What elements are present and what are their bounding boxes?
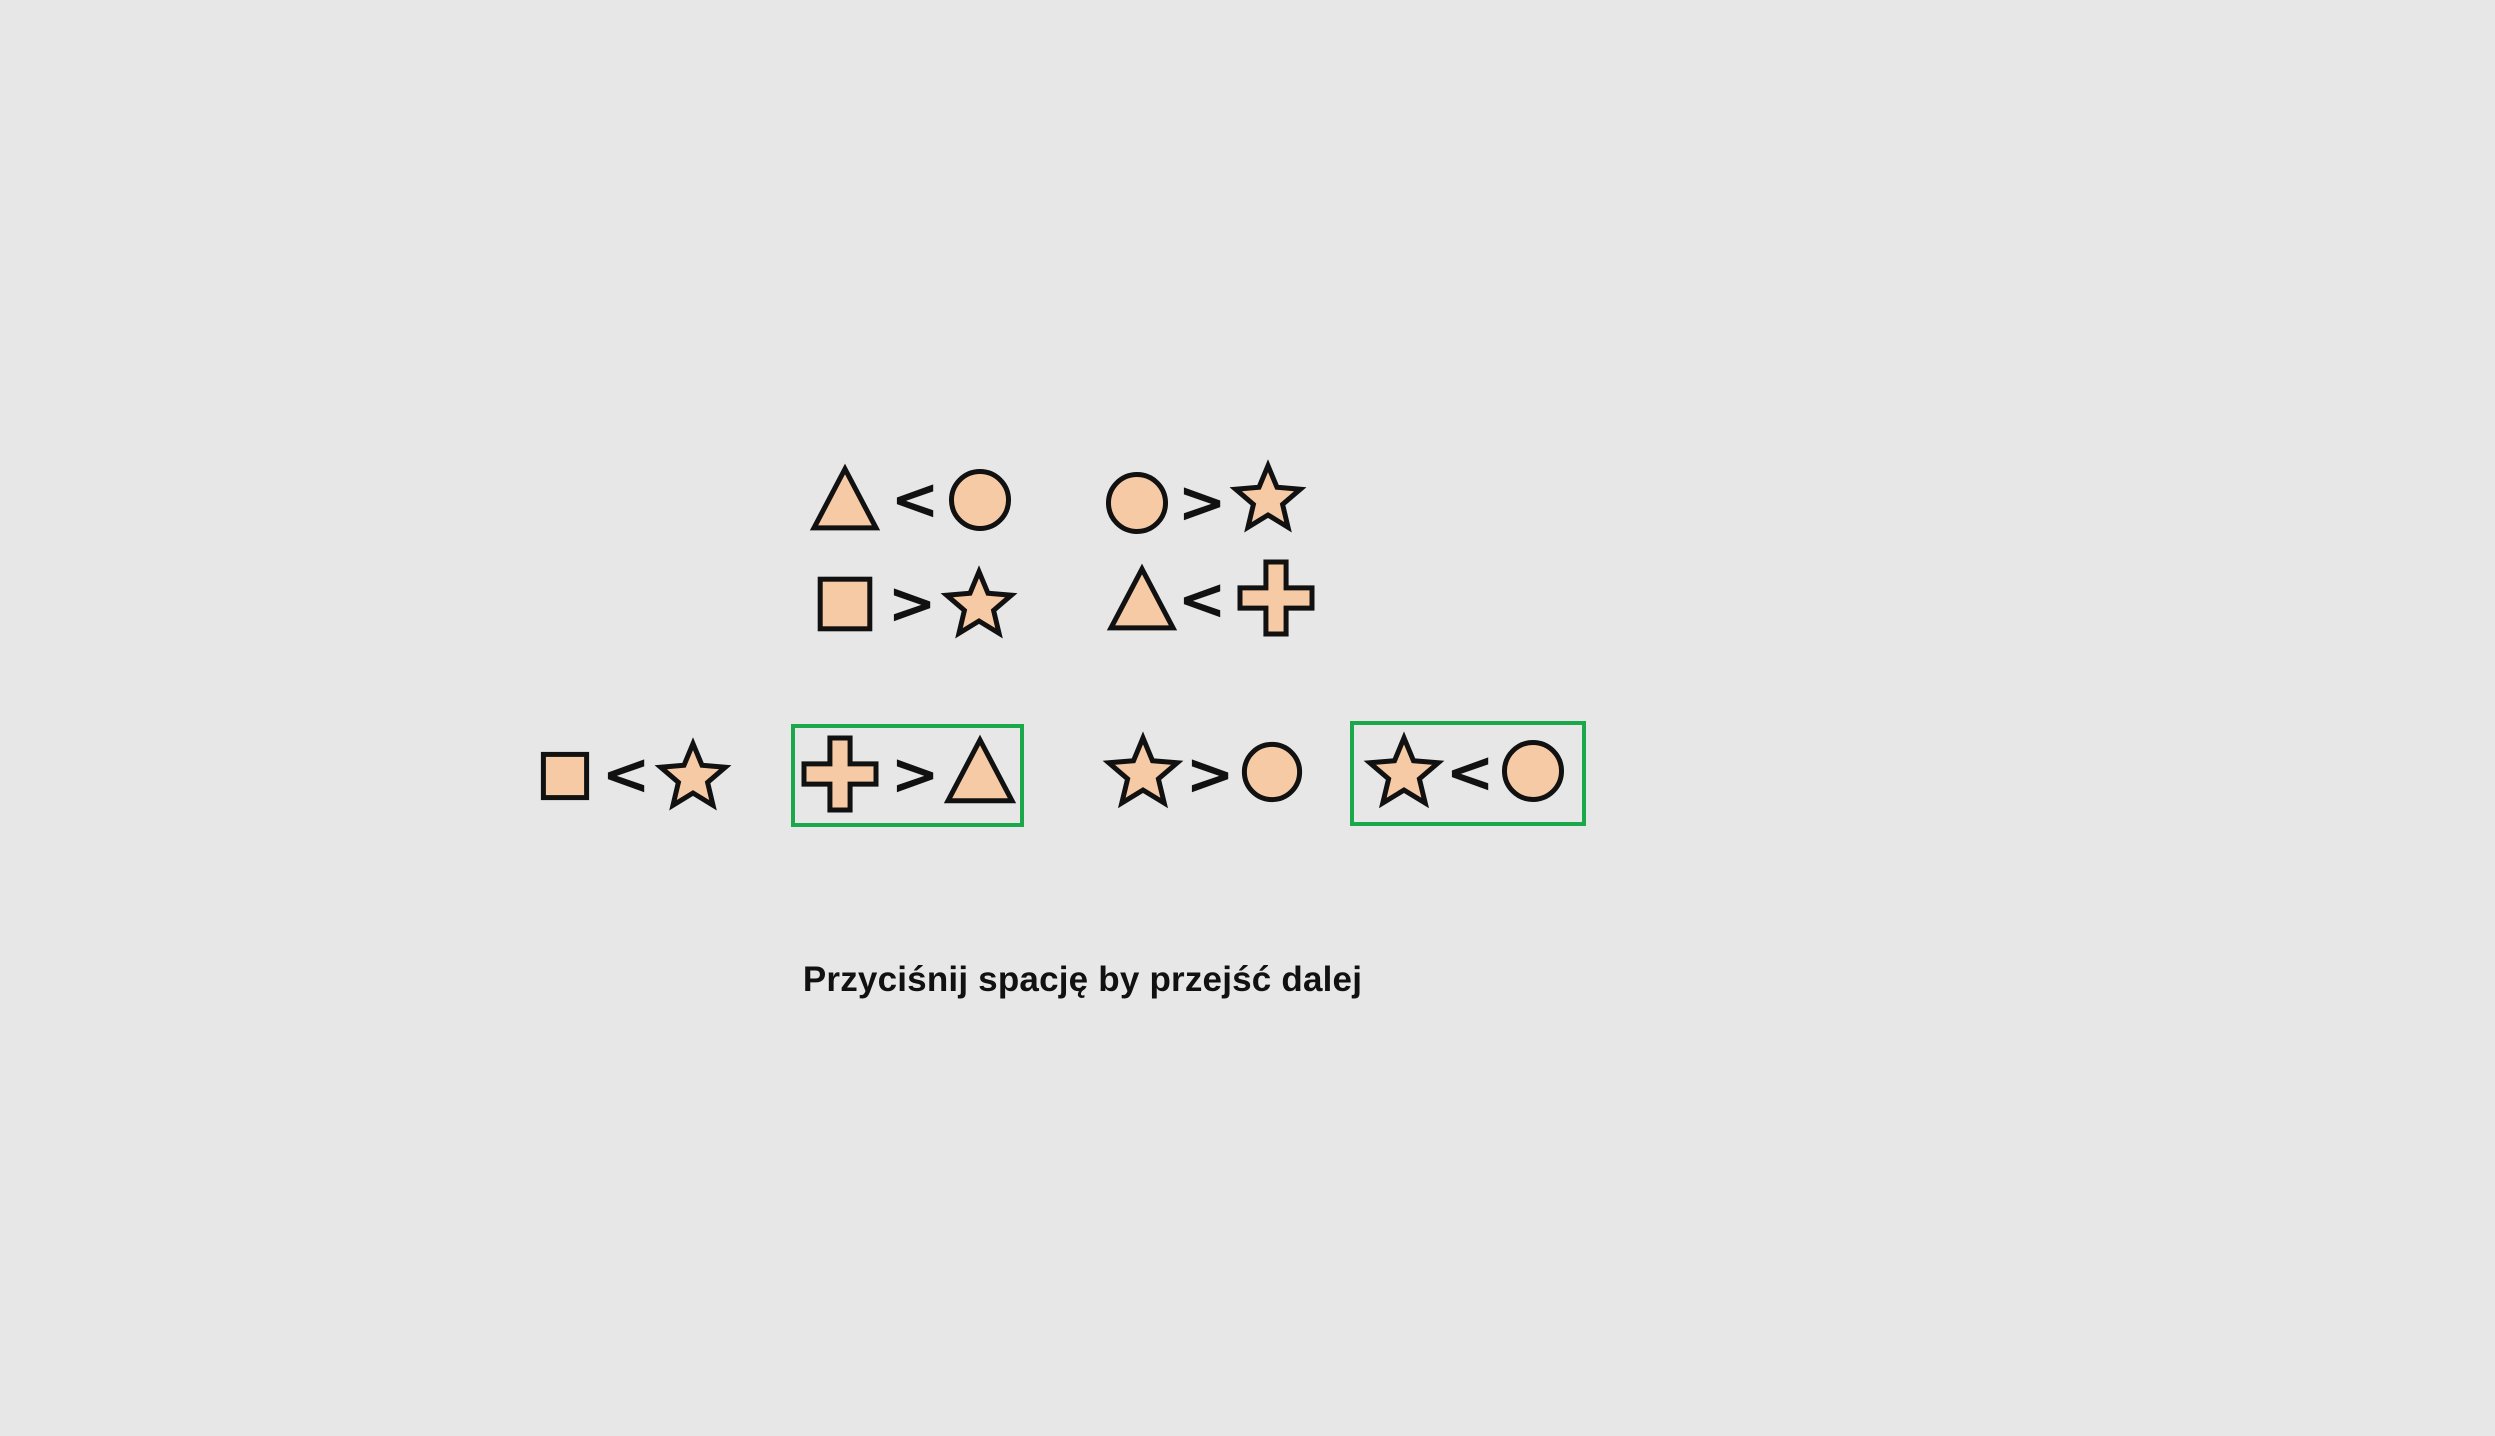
option-2[interactable]: > — [791, 724, 1024, 827]
circle-icon — [1241, 741, 1303, 803]
star-icon — [1229, 459, 1307, 533]
premise-1-left — [809, 463, 881, 531]
star-icon — [1102, 731, 1184, 809]
option-4[interactable]: < — [1350, 721, 1586, 826]
premise-1-right — [948, 468, 1012, 532]
option-4-highlight — [1350, 721, 1586, 826]
option-4-left — [1363, 731, 1445, 809]
option-4-right — [1501, 739, 1565, 803]
premise-3-left — [817, 576, 873, 632]
premise-4-right — [1237, 559, 1315, 637]
continue-instruction: Przyciśnij spację by przejść dalej — [802, 960, 1363, 999]
premise-3-operator: > — [888, 569, 937, 637]
star-icon — [654, 737, 732, 811]
option-3-right — [1241, 741, 1303, 803]
premise-4-left — [1106, 563, 1178, 631]
option-2-highlight — [791, 724, 1024, 827]
premise-1-operator: < — [891, 465, 940, 533]
premise-2: > — [1105, 459, 1307, 536]
option-3-left — [1102, 731, 1184, 809]
cross-icon — [801, 735, 879, 813]
option-3[interactable]: > — [1102, 731, 1303, 809]
premise-2-operator: > — [1178, 468, 1227, 536]
square-icon — [817, 576, 873, 632]
circle-icon — [1501, 739, 1565, 803]
premise-2-left — [1105, 471, 1169, 535]
premise-3: > — [817, 565, 1018, 639]
option-1-operator: < — [602, 740, 651, 808]
premise-1: < — [809, 463, 1012, 533]
circle-icon — [948, 468, 1012, 532]
premise-2-right — [1229, 459, 1307, 533]
option-2-operator: > — [891, 740, 940, 808]
triangle-icon — [809, 463, 881, 531]
option-1[interactable]: < — [540, 737, 732, 811]
option-2-right — [943, 734, 1017, 804]
cross-icon — [1237, 559, 1315, 637]
premise-4-operator: < — [1178, 565, 1227, 633]
premise-4: < — [1106, 559, 1315, 637]
star-icon — [940, 565, 1018, 639]
option-4-operator: < — [1446, 738, 1495, 806]
square-icon — [540, 751, 590, 801]
option-1-left — [540, 751, 590, 801]
option-1-right — [654, 737, 732, 811]
star-icon — [1363, 731, 1445, 809]
circle-icon — [1105, 471, 1169, 535]
premise-3-right — [940, 565, 1018, 639]
triangle-icon — [943, 734, 1017, 804]
triangle-icon — [1106, 563, 1178, 631]
option-2-left — [801, 735, 879, 813]
option-3-operator: > — [1186, 740, 1235, 808]
